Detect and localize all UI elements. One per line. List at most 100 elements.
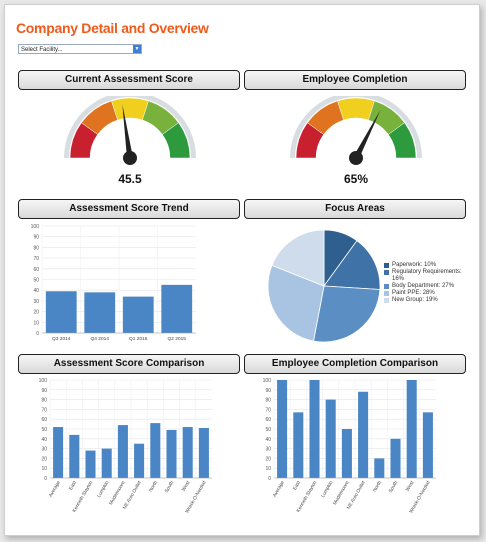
- y-tick-label: 30: [265, 447, 271, 453]
- x-tick-label: West: [405, 479, 416, 492]
- y-tick-label: 60: [41, 417, 47, 423]
- x-tick-label: East: [292, 479, 302, 491]
- bar: [422, 412, 433, 478]
- assessment-gauge-needle: [122, 104, 133, 159]
- y-tick-label: 30: [33, 299, 39, 305]
- legend-swatch: [384, 263, 389, 268]
- legend-label: Regulatory Requirements:: [392, 269, 462, 275]
- completion-gauge-needle: [353, 109, 381, 160]
- bar: [182, 427, 193, 478]
- legend-swatch: [384, 298, 389, 303]
- bar: [309, 380, 320, 478]
- bar: [101, 448, 112, 478]
- legend-swatch: [384, 284, 389, 289]
- panel-header-employee-completion: Employee Completion: [244, 70, 466, 90]
- legend-item: Paint PPE: 28%: [384, 290, 474, 297]
- legend-swatch: [384, 270, 389, 275]
- panel-header-focus-areas: Focus Areas: [244, 199, 466, 219]
- completion-gauge-needle-hub: [349, 151, 363, 165]
- assessment-gauge-segment: [162, 122, 191, 159]
- bar: [406, 380, 417, 478]
- bar: [45, 291, 77, 333]
- legend-swatch: [384, 291, 389, 296]
- y-tick-label: 50: [265, 427, 271, 433]
- focus-areas-legend: Paperwork: 10% Regulatory Requirements: 1…: [384, 262, 474, 304]
- y-tick-label: 40: [33, 288, 39, 294]
- completion-gauge-segment: [337, 97, 375, 121]
- bar: [325, 399, 336, 478]
- y-tick-label: 60: [265, 417, 271, 423]
- facility-select-value: Select Facility...: [21, 47, 63, 53]
- legend-value: 27%: [442, 283, 455, 289]
- y-tick-label: 0: [268, 476, 271, 482]
- panel-header-assessment-score: Current Assessment Score: [18, 70, 240, 90]
- y-tick-label: 30: [41, 447, 47, 453]
- x-tick-label: Average: [48, 480, 62, 499]
- bar: [134, 443, 145, 478]
- assessment-score-gauge: [64, 96, 196, 165]
- y-tick-label: 80: [33, 245, 39, 251]
- x-tick-label: West: [181, 479, 192, 492]
- assessment-score-value: 45.5: [118, 172, 142, 186]
- bar: [277, 380, 288, 478]
- x-tick-label: Average: [272, 480, 286, 499]
- legend-label: New Group:: [392, 297, 426, 303]
- legend-label: Paperwork:: [392, 262, 425, 268]
- chevron-down-icon[interactable]: ▼: [133, 45, 141, 53]
- y-tick-label: 100: [263, 378, 272, 384]
- y-tick-label: 90: [41, 388, 47, 394]
- x-tick-label: Modelmoore: [332, 480, 351, 506]
- y-tick-label: 50: [41, 427, 47, 433]
- y-tick-label: 10: [265, 466, 271, 472]
- legend-value: 16%: [392, 276, 405, 282]
- pie-slice: [313, 285, 381, 343]
- assessment-gauge-segment: [111, 97, 149, 121]
- pie-slice: [271, 229, 325, 287]
- employee-completion-value: 65%: [343, 172, 369, 186]
- bar: [69, 434, 80, 478]
- x-tick-label: Modelmoore: [108, 480, 127, 506]
- x-tick-label: East: [68, 479, 78, 491]
- y-tick-label: 0: [44, 476, 47, 482]
- x-tick-label: Q2 2015: [168, 336, 187, 342]
- y-tick-label: 40: [265, 437, 271, 443]
- bar: [122, 296, 154, 333]
- bar: [293, 412, 304, 478]
- y-tick-label: 0: [36, 331, 39, 337]
- bar: [161, 284, 193, 333]
- legend-label: Body Department:: [392, 283, 443, 289]
- x-tick-label: North: [372, 480, 383, 493]
- page-frame: [4, 4, 480, 536]
- bar: [53, 427, 64, 478]
- x-tick-label: South: [388, 480, 400, 494]
- assessment-trend-chart: 0 10 20 30 40 50 60 70 80 90 100 Q3 2014 Q4 2014 Q1 2…: [31, 224, 196, 342]
- bar: [198, 428, 209, 478]
- y-tick-label: 60: [33, 267, 39, 273]
- focus-areas-pie-chart: [267, 229, 381, 343]
- x-tick-label: Q3 2014: [52, 336, 71, 342]
- legend-value: 28%: [422, 290, 435, 296]
- y-tick-label: 50: [33, 278, 39, 284]
- bar: [117, 425, 128, 478]
- page-title: Company Detail and Overview: [16, 20, 209, 36]
- bar: [374, 458, 385, 478]
- completion-gauge-segment: [388, 122, 417, 159]
- pie-slice: [323, 240, 381, 290]
- y-tick-label: 20: [33, 310, 39, 316]
- y-tick-label: 40: [41, 437, 47, 443]
- y-tick-label: 80: [41, 398, 47, 404]
- y-tick-label: 70: [265, 407, 271, 413]
- facility-select[interactable]: Select Facility... ▼: [18, 44, 142, 54]
- x-tick-label: North: [148, 480, 159, 493]
- y-tick-label: 70: [41, 407, 47, 413]
- x-tick-label: Lumpkin: [320, 480, 334, 499]
- y-tick-label: 10: [41, 466, 47, 472]
- bar: [390, 438, 401, 478]
- y-tick-label: 10: [33, 320, 39, 326]
- x-tick-label: Lumpkin: [96, 480, 110, 499]
- legend-value: 19%: [425, 297, 438, 303]
- pie-slice: [267, 264, 325, 342]
- bar: [84, 292, 116, 333]
